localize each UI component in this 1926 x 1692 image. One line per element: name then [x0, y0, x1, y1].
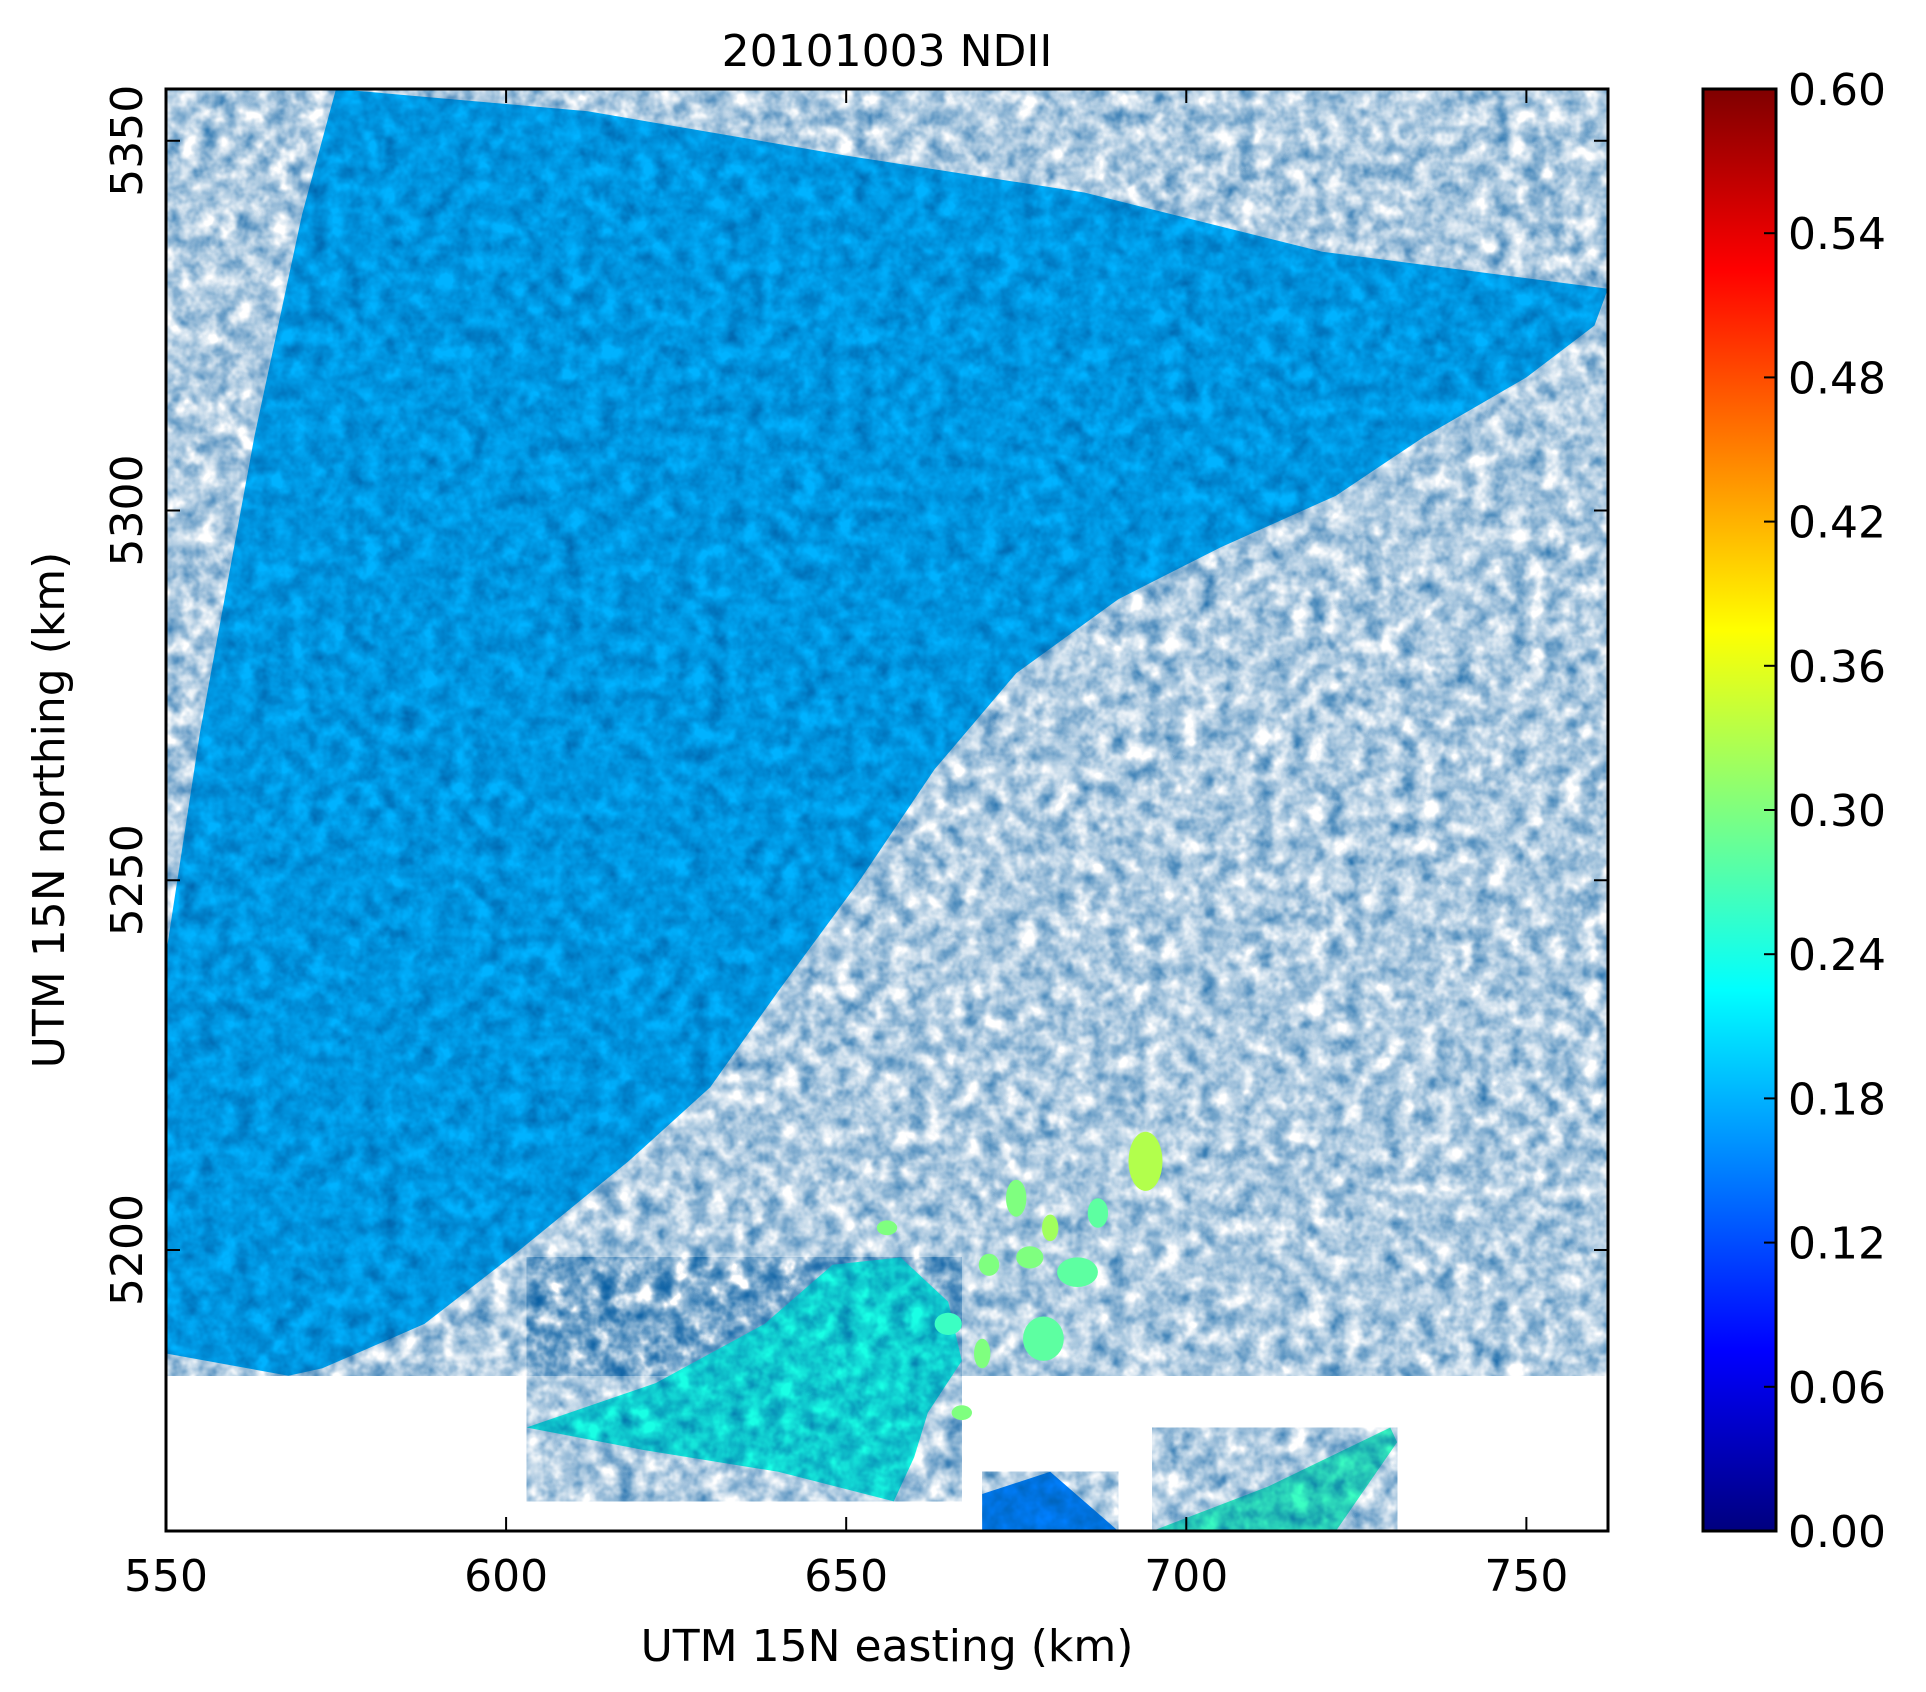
colorbar-tick-label: 0.00: [1788, 1507, 1886, 1558]
colorbar-tick-label: 0.48: [1788, 353, 1886, 404]
colorbar-tick-label: 0.36: [1788, 642, 1886, 693]
y-axis: 5200 5250 5300 5350: [102, 85, 1608, 1306]
colorbar-tick-label: 0.18: [1788, 1074, 1886, 1125]
island-patch: [1023, 1316, 1064, 1361]
y-axis-label: UTM 15N northing (km): [24, 552, 75, 1069]
island-patch: [1042, 1214, 1059, 1242]
island-patch: [951, 1405, 972, 1421]
colorbar-ticks: 0.00 0.06 0.12 0.18 0.24 0.30 0.36 0.42 0.48 0.54…: [1764, 65, 1886, 1558]
plot-area: 550 600 650 700 750 5200 5250 5300 5350: [102, 85, 1610, 1602]
island-patch: [1016, 1246, 1044, 1269]
island-patch: [978, 1253, 1000, 1276]
x-tick-label: 700: [1144, 1551, 1228, 1602]
colorbar-tick-label: 0.30: [1788, 786, 1886, 837]
x-axis-label: UTM 15N easting (km): [641, 1621, 1134, 1672]
island-patch: [974, 1338, 991, 1369]
island-patch: [876, 1220, 898, 1236]
island-patch: [1128, 1131, 1163, 1191]
colorbar-tick-label: 0.12: [1788, 1219, 1886, 1270]
x-axis: 550 600 650 700 750: [124, 89, 1568, 1602]
region-mainland-texture: [166, 89, 1608, 1376]
island-patch: [1006, 1179, 1027, 1217]
chart-title: 20101003 NDII: [722, 26, 1053, 77]
plot-frame: [164, 87, 1610, 1533]
x-tick-label: 600: [464, 1551, 548, 1602]
region-southeast-strip-texture: [1152, 1427, 1398, 1531]
island-patch: [1057, 1257, 1098, 1287]
y-tick-label: 5200: [102, 1194, 153, 1306]
ndii-image: [166, 89, 1608, 1531]
y-tick-label: 5250: [102, 824, 153, 936]
region-peninsula-texture: [526, 1257, 962, 1502]
colorbar-bar: [1701, 87, 1778, 1533]
colorbar-tick-label: 0.42: [1788, 498, 1886, 549]
x-tick-label: 750: [1484, 1551, 1568, 1602]
x-tick-label: 650: [804, 1551, 888, 1602]
colorbar-tick-label: 0.06: [1788, 1363, 1886, 1414]
colorbar-tick-label: 0.24: [1788, 930, 1886, 981]
island-patch: [1087, 1198, 1109, 1228]
colorbar-tick-label: 0.54: [1788, 209, 1886, 260]
island-patch: [934, 1312, 962, 1335]
y-tick-label: 5300: [102, 455, 153, 567]
colorbar-tick-label: 0.60: [1788, 65, 1886, 116]
colorbar: 0.00 0.06 0.12 0.18 0.24 0.30 0.36 0.42 0.48 0.54…: [1701, 65, 1886, 1558]
region-southeast-shore-texture: [982, 1471, 1119, 1531]
x-tick-label: 550: [124, 1551, 208, 1602]
y-tick-label: 5350: [102, 85, 153, 197]
